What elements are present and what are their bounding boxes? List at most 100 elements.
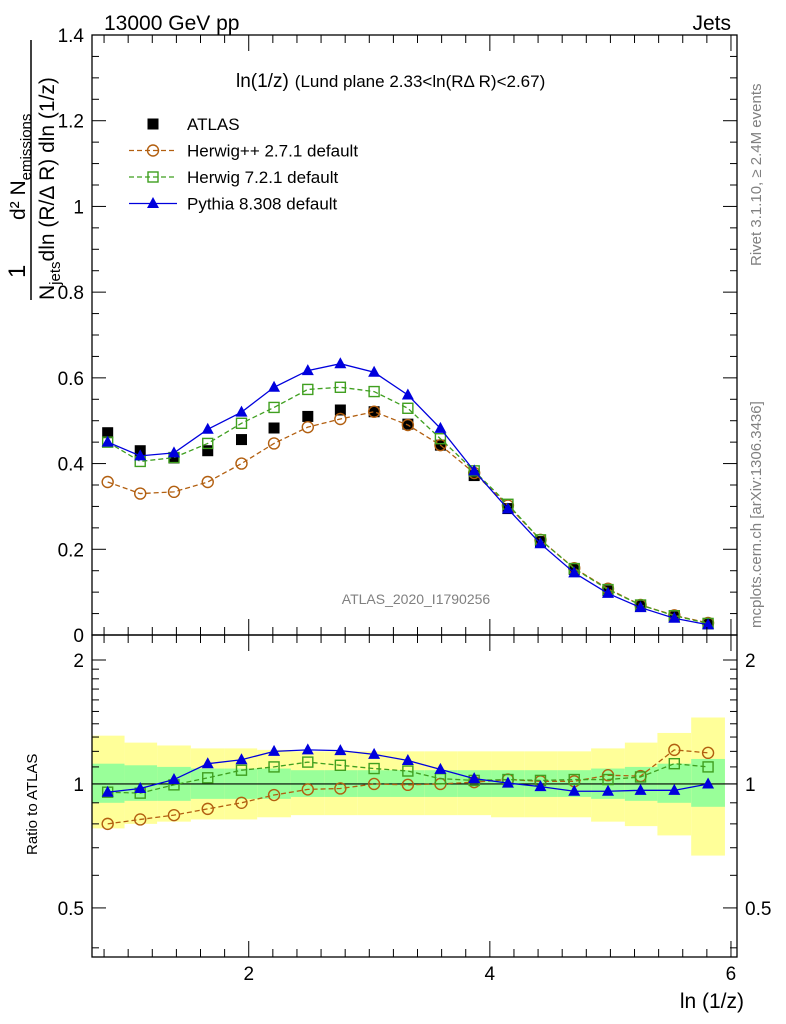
header-energy-label: 13000 GeV pp [104, 12, 239, 35]
data-point-atlas [268, 422, 280, 434]
ratio-point-pythia [668, 783, 681, 795]
ratio-point-pythia [534, 780, 547, 792]
y-title-den-sub: jets [47, 261, 64, 285]
ratio-point-herwig7 [702, 761, 714, 773]
ratio-point-pythia [468, 772, 481, 784]
legend-label: Herwig++ 2.7.1 default [187, 142, 358, 161]
inner-band-bin [124, 765, 158, 801]
main-panel: 0 0.2 0.4 0.6 0.8 1 1.2 1.4 [58, 26, 738, 647]
ratio-uncertainty-bands [92, 717, 725, 856]
y-title-num-sub: emissions [18, 114, 35, 181]
ratio-y-tick-label-right: 0.5 [745, 899, 771, 920]
legend-item-herwig7: Herwig 7.2.1 default [129, 168, 338, 187]
ratio-series-pythia [101, 743, 715, 797]
data-point-herwig7 [402, 402, 414, 414]
main-y-ticks: 0 0.2 0.4 0.6 0.8 1 1.2 1.4 [58, 26, 737, 647]
data-point-atlas [402, 418, 414, 430]
ratio-point-pythia [301, 743, 314, 755]
ratio-point-herwig7 [668, 757, 681, 770]
data-point-herwigpp [134, 487, 147, 500]
data-point-herwigpp [201, 475, 214, 489]
data-point-pythia [235, 405, 248, 417]
ratio-point-pythia [201, 757, 214, 769]
main-y-tick-label: 0.8 [58, 283, 84, 304]
ratio-point-herwigpp [668, 743, 681, 757]
ratio-point-herwig7 [202, 772, 214, 784]
main-y-tick-label: 1 [73, 197, 84, 218]
legend-item-atlas: ATLAS [147, 115, 240, 134]
data-point-pythia [101, 435, 114, 447]
ratio-point-pythia [568, 784, 581, 796]
data-point-pythia [301, 364, 314, 376]
data-point-pythia [634, 601, 647, 613]
data-point-atlas [235, 434, 247, 446]
ratio-point-pythia [368, 747, 381, 759]
data-point-herwigpp [167, 485, 181, 499]
data-point-herwigpp [101, 475, 114, 489]
ratio-point-herwig7 [334, 759, 347, 771]
data-point-pythia [702, 618, 715, 630]
inner-band-bin [657, 763, 692, 803]
data-point-pythia [468, 464, 481, 476]
data-point-herwigpp [267, 437, 281, 450]
data-point-pythia [201, 422, 214, 434]
ratio-y-tick-label-right: 1 [745, 775, 756, 796]
ratio-point-herwigpp [301, 783, 315, 796]
ratio-point-herwigpp [334, 782, 347, 795]
data-point-atlas [368, 406, 380, 418]
data-point-atlas [202, 445, 214, 457]
data-point-pythia [501, 502, 514, 514]
ratio-point-herwigpp [267, 788, 281, 802]
data-point-herwig7 [434, 433, 447, 445]
data-point-pythia [602, 586, 614, 598]
legend-marker [147, 197, 159, 208]
y-title-denominator: Njetsdln (R/Δ R) dln (1/z) [36, 77, 64, 300]
ratio-point-pythia [334, 744, 347, 756]
data-point-pythia [368, 365, 381, 377]
data-point-pythia [668, 611, 681, 623]
ratio-point-herwig7 [568, 773, 580, 786]
ratio-point-herwig7 [268, 761, 280, 773]
x-tick-label: 6 [726, 964, 737, 985]
series-line-herwigpp [107, 411, 709, 624]
main-y-tick-label: 0.4 [58, 455, 85, 476]
ratio-point-pythia [101, 785, 114, 797]
ratio-point-pythia [167, 773, 180, 785]
y-title-prefix: 1 [4, 265, 31, 278]
ratio-point-herwigpp [201, 802, 214, 816]
plot-title-selection: (Lund plane 2.33<ln(RΔ R)<2.67) [295, 72, 545, 91]
plot-title: ln(1/z) (Lund plane 2.33<ln(RΔ R)<2.67) [236, 71, 545, 92]
data-point-herwigpp [434, 438, 447, 452]
x-tick-label: 4 [485, 964, 496, 985]
y-title-num-main: d² N [7, 180, 30, 220]
legend: ATLAS Herwig++ 2.7.1 default Herwig 7.2.1 … [129, 115, 358, 214]
data-point-atlas [168, 452, 180, 464]
ratio-point-herwigpp [401, 778, 415, 792]
data-point-herwig7 [368, 385, 380, 398]
legend-item-pythia: Pythia 8.308 default [129, 195, 338, 214]
ratio-point-herwigpp [701, 746, 715, 760]
ratio-point-herwig7 [302, 756, 314, 768]
ratio-point-pythia [235, 753, 248, 765]
data-point-herwigpp [334, 412, 347, 426]
mcplots-source-label: mcplots.cern.ch [arXiv:1306.3436] [748, 401, 765, 628]
data-point-herwig7 [302, 383, 314, 396]
y-title-den-main: N [36, 285, 59, 300]
analysis-label: ATLAS_2020_I1790256 [342, 591, 491, 607]
data-point-herwig7 [268, 401, 280, 414]
x-ticks: 2 4 6 [103, 35, 737, 985]
legend-marker [147, 118, 159, 130]
header-process-label: Jets [692, 12, 731, 35]
data-point-herwig7 [334, 381, 347, 393]
x-tick-label: 2 [243, 964, 254, 985]
y-title-den-rest: dln (R/Δ R) dln (1/z) [36, 77, 59, 261]
data-point-herwigpp [367, 405, 381, 418]
ratio-y-tick-label-left: 1 [73, 775, 84, 796]
series-line-herwig7 [107, 386, 709, 625]
ratio-panel: 2 4 6 0.5 0.5 1 1 2 2 [58, 35, 771, 985]
plot-title-observable: ln(1/z) [236, 71, 289, 92]
ratio-point-herwig7 [368, 762, 380, 775]
ratio-point-pythia [434, 762, 447, 774]
data-point-atlas [102, 427, 114, 439]
ratio-point-herwigpp [235, 796, 248, 810]
